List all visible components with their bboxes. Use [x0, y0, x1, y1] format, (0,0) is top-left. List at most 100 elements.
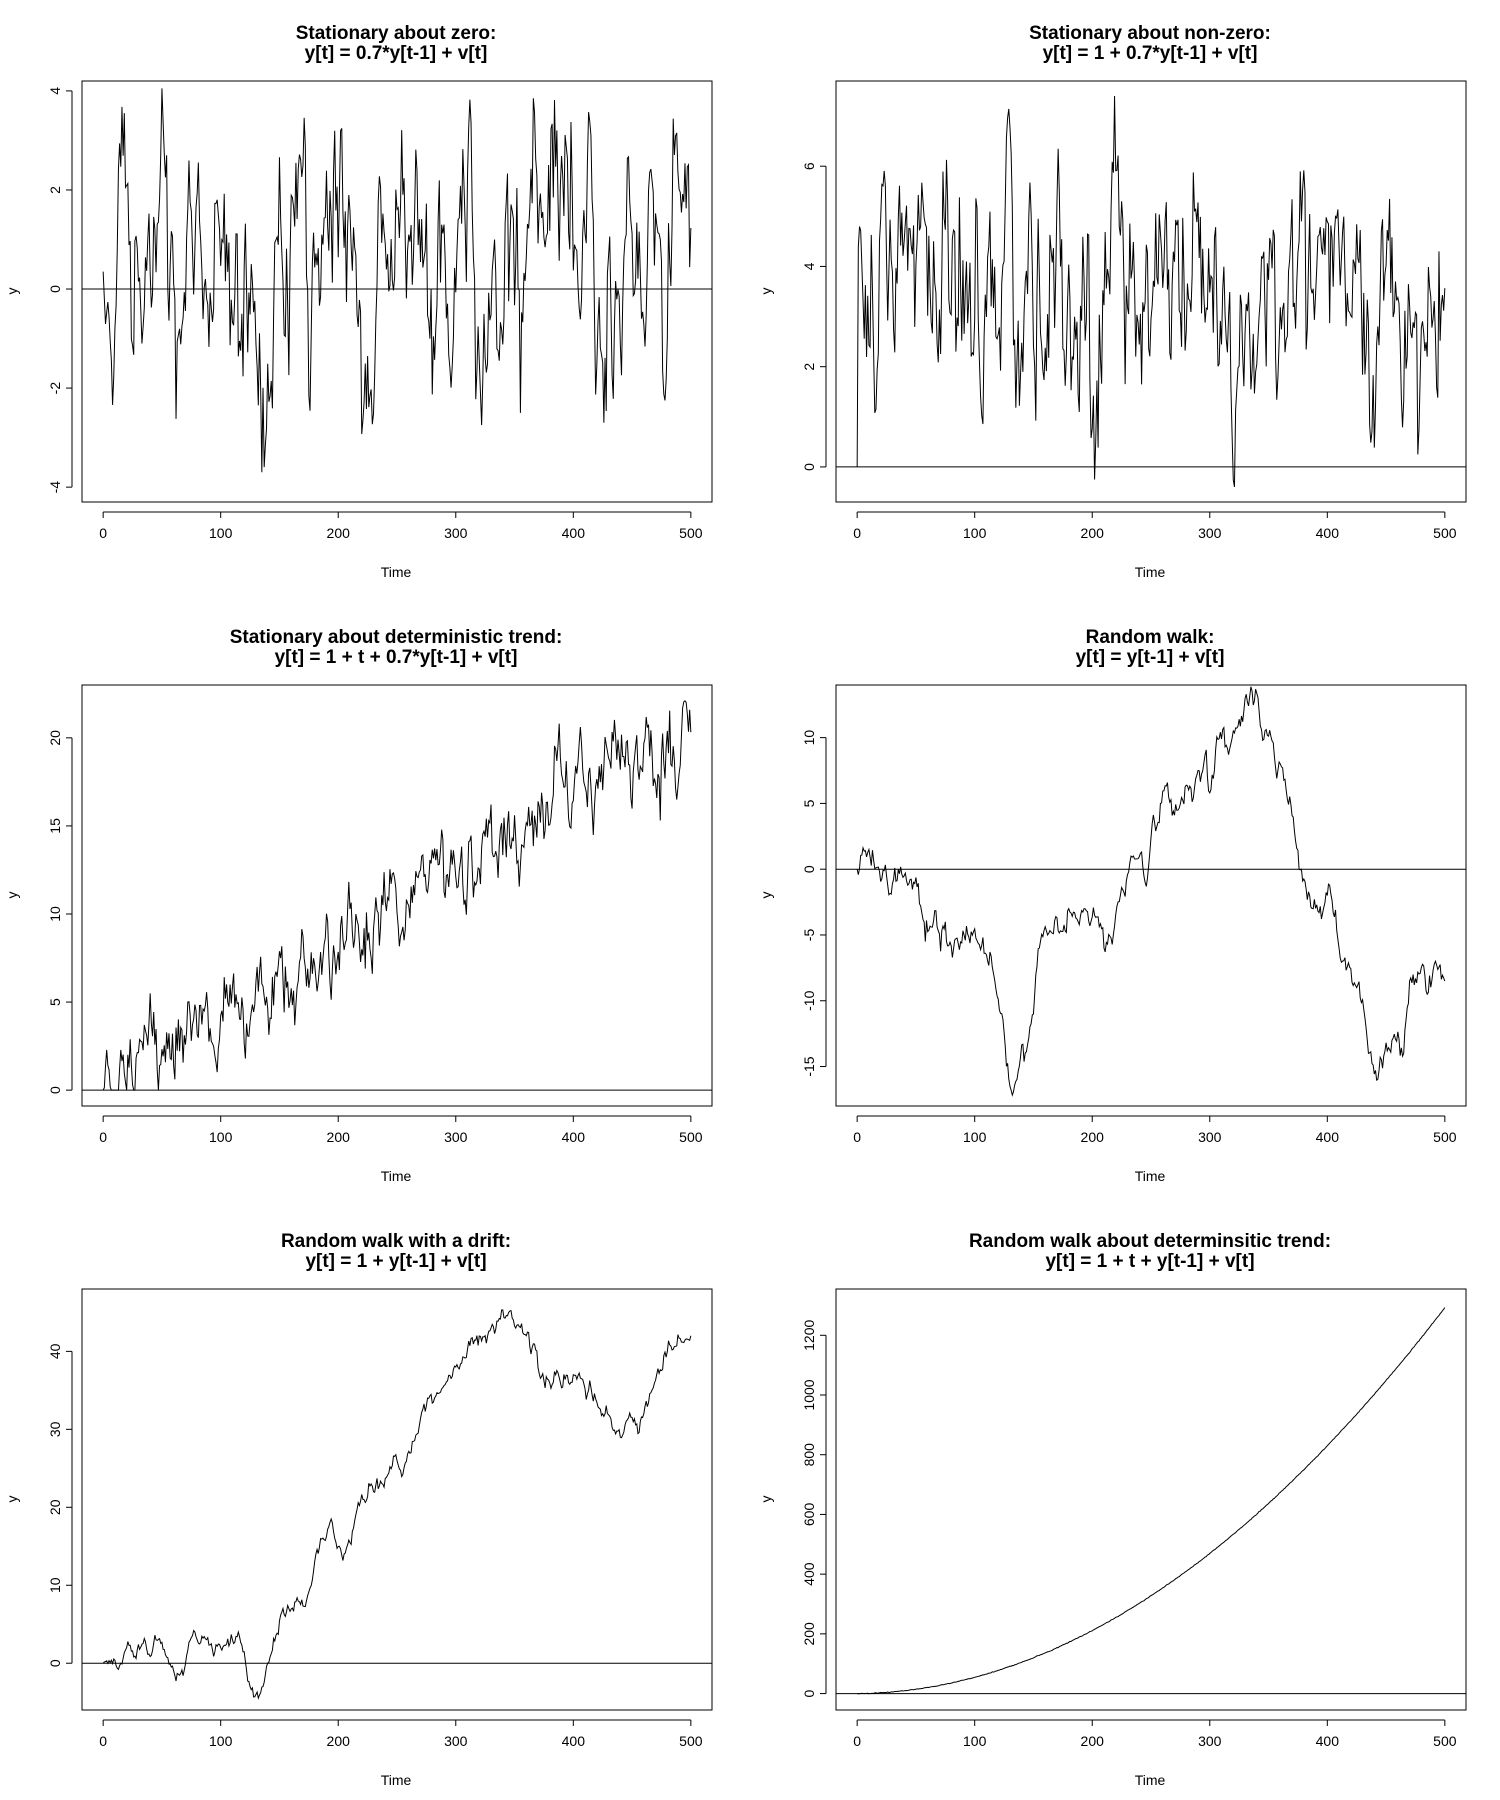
- x-tick-label: 100: [963, 1129, 987, 1145]
- y-tick-label: 30: [47, 1421, 63, 1437]
- panel-title-line2: y[t] = 1 + t + y[t-1] + v[t]: [1045, 1251, 1254, 1272]
- y-axis-label: y: [4, 288, 20, 295]
- y-tick-label: 2: [801, 363, 817, 371]
- y-tick-label: 4: [801, 262, 817, 270]
- y-tick-label: -10: [801, 990, 817, 1010]
- panel-title-line1: Stationary about zero:: [296, 23, 497, 44]
- x-axis-label: Time: [1135, 564, 1166, 580]
- y-tick-label: 0: [47, 1659, 63, 1667]
- series-line: [102, 1309, 692, 1700]
- y-tick-label: 1000: [801, 1379, 817, 1410]
- x-tick-label: 0: [99, 1129, 107, 1145]
- x-tick-label: 300: [1198, 1733, 1222, 1749]
- series-line: [856, 686, 1446, 1097]
- x-axis: 0 100 200 300 400 500: [99, 511, 703, 541]
- y-tick-label: 6: [801, 162, 817, 170]
- x-tick-label: 100: [209, 1129, 233, 1145]
- y-tick-label: 4: [47, 87, 63, 95]
- y-axis: 0 5 10 15 20: [47, 730, 73, 1094]
- x-tick-label: 100: [963, 1733, 987, 1749]
- y-tick-label: 400: [801, 1562, 817, 1586]
- x-tick-label: 500: [679, 525, 703, 541]
- x-tick-label: 500: [1433, 525, 1457, 541]
- x-tick-label: 300: [444, 1129, 468, 1145]
- panel-title-line2: y[t] = 1 + t + 0.7*y[t-1] + v[t]: [275, 647, 518, 668]
- y-tick-label: 10: [47, 1577, 63, 1593]
- y-axis-label: y: [758, 1496, 774, 1503]
- y-tick-label: 40: [47, 1343, 63, 1359]
- series-line: [102, 88, 692, 473]
- y-axis: -4 -2 0 2 4: [47, 87, 73, 494]
- x-tick-label: 0: [853, 1733, 861, 1749]
- panel-title-line2: y[t] = y[t-1] + v[t]: [1076, 647, 1225, 668]
- x-tick-label: 300: [444, 525, 468, 541]
- plot-frame: [81, 684, 713, 1107]
- x-tick-label: 300: [1198, 525, 1222, 541]
- x-tick-label: 200: [327, 1129, 351, 1145]
- series-line: [102, 700, 692, 1091]
- panel-title-line1: Stationary about non-zero:: [1029, 23, 1271, 44]
- plot-frame: [81, 80, 713, 503]
- x-axis-label: Time: [381, 1168, 412, 1184]
- panel-stationary-about-zero: Stationary about zero: y[t] = 0.7*y[t-1]…: [4, 23, 713, 580]
- y-tick-label: 0: [801, 463, 817, 471]
- y-tick-label: 5: [47, 998, 63, 1006]
- x-tick-label: 0: [853, 525, 861, 541]
- panel-stationary-about-non-zero: Stationary about non-zero: y[t] = 1 + 0.…: [758, 23, 1467, 580]
- x-tick-label: 100: [209, 525, 233, 541]
- x-axis: 0 100 200 300 400 500: [853, 1719, 1457, 1749]
- y-axis-label: y: [4, 1496, 20, 1503]
- x-tick-label: 200: [327, 525, 351, 541]
- panel-title-line1: Random walk about determinsitic trend:: [969, 1231, 1331, 1252]
- y-tick-label: 20: [47, 1499, 63, 1515]
- y-tick-label: 10: [47, 906, 63, 922]
- y-axis: 0 10 20 30 40: [47, 1343, 73, 1667]
- x-tick-label: 300: [444, 1733, 468, 1749]
- panel-title-line2: y[t] = 1 + 0.7*y[t-1] + v[t]: [1043, 43, 1258, 64]
- y-axis-label: y: [758, 288, 774, 295]
- panel-title-line1: Random walk with a drift:: [281, 1231, 511, 1252]
- x-tick-label: 100: [963, 525, 987, 541]
- x-tick-label: 200: [1081, 1129, 1105, 1145]
- x-tick-label: 400: [562, 525, 586, 541]
- panel-title-line1: Stationary about deterministic trend:: [230, 627, 563, 648]
- y-tick-label: 5: [801, 799, 817, 807]
- y-tick-label: 0: [801, 865, 817, 873]
- x-tick-label: 500: [1433, 1129, 1457, 1145]
- y-axis: 0 2 4 6: [801, 162, 827, 471]
- y-tick-label: -4: [47, 481, 63, 494]
- y-tick-label: 15: [47, 818, 63, 834]
- x-tick-label: 400: [1316, 525, 1340, 541]
- x-tick-label: 500: [679, 1129, 703, 1145]
- y-tick-label: -15: [801, 1056, 817, 1076]
- x-tick-label: 500: [1433, 1733, 1457, 1749]
- x-tick-label: 400: [562, 1733, 586, 1749]
- x-tick-label: 0: [99, 525, 107, 541]
- y-tick-label: 800: [801, 1443, 817, 1467]
- x-tick-label: 400: [1316, 1129, 1340, 1145]
- y-tick-label: -2: [47, 382, 63, 395]
- panel-random-walk: Random walk: y[t] = y[t-1] + v[t] 0 100 20…: [758, 627, 1467, 1184]
- x-axis: 0 100 200 300 400 500: [853, 511, 1457, 541]
- panel-stationary-about-deterministic-trend: Stationary about deterministic trend: y[…: [4, 627, 713, 1184]
- x-axis: 0 100 200 300 400 500: [853, 1115, 1457, 1145]
- x-axis-label: Time: [381, 564, 412, 580]
- x-tick-label: 0: [99, 1733, 107, 1749]
- x-tick-label: 200: [1081, 525, 1105, 541]
- y-tick-label: 600: [801, 1503, 817, 1527]
- x-tick-label: 300: [1198, 1129, 1222, 1145]
- y-tick-label: 0: [47, 285, 63, 293]
- x-tick-label: 400: [562, 1129, 586, 1145]
- y-tick-label: 1200: [801, 1319, 817, 1350]
- y-axis-label: y: [758, 892, 774, 899]
- panel-random-walk-with-drift: Random walk with a drift: y[t] = 1 + y[t…: [4, 1231, 713, 1788]
- y-axis-label: y: [4, 892, 20, 899]
- x-tick-label: 0: [853, 1129, 861, 1145]
- x-axis-label: Time: [1135, 1168, 1166, 1184]
- x-tick-label: 500: [679, 1733, 703, 1749]
- y-tick-label: 20: [47, 730, 63, 746]
- x-tick-label: 200: [1081, 1733, 1105, 1749]
- series-line: [856, 96, 1446, 488]
- plot-frame: [835, 80, 1467, 503]
